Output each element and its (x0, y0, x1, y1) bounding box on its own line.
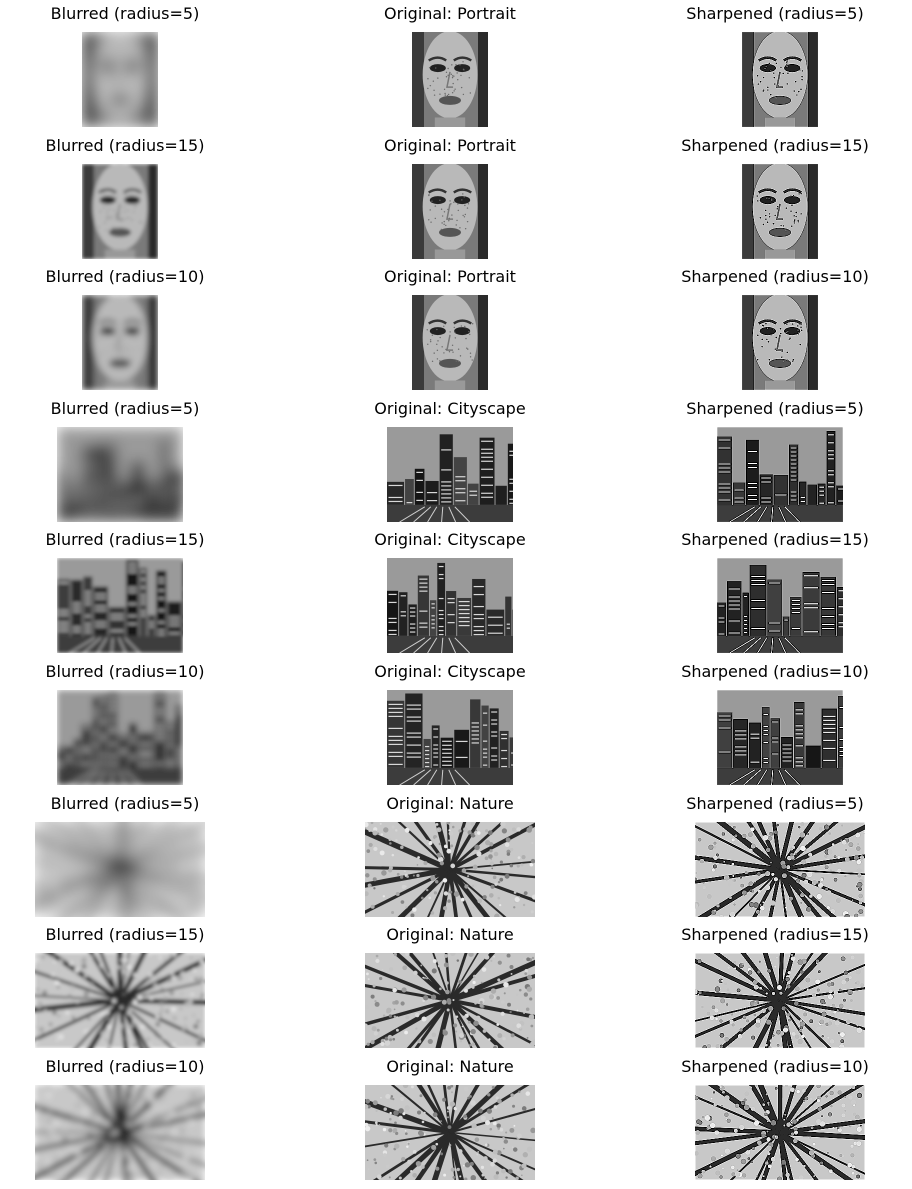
portrait-sharpened-image (742, 164, 818, 259)
panel-title: Sharpened (radius=5) (686, 4, 864, 23)
nature-blurred-image (35, 1085, 205, 1180)
image-panel: Original: Cityscape (325, 530, 575, 661)
image-panel: Sharpened (radius=10) (650, 267, 900, 398)
image-panel: Sharpened (radius=5) (650, 4, 900, 135)
nature-original-image (365, 822, 535, 917)
cityscape-original-image (387, 558, 513, 653)
cityscape-original-image (387, 427, 513, 522)
panel-title: Sharpened (radius=15) (681, 925, 869, 944)
image-panel: Original: Cityscape (325, 662, 575, 793)
cityscape-blurred-image (57, 558, 183, 653)
image-panel: Blurred (radius=15) (0, 925, 250, 1056)
image-panel: Blurred (radius=10) (0, 267, 250, 398)
panel-title: Sharpened (radius=5) (686, 794, 864, 813)
image-panel: Original: Cityscape (325, 399, 575, 530)
cityscape-blurred-image (57, 427, 183, 522)
cityscape-sharpened-image (717, 558, 843, 653)
portrait-original-image (412, 295, 488, 390)
image-panel: Original: Portrait (325, 4, 575, 135)
portrait-blurred-image (82, 32, 158, 127)
image-panel: Blurred (radius=15) (0, 530, 250, 661)
image-panel: Sharpened (radius=15) (650, 925, 900, 1056)
panel-title: Original: Nature (386, 794, 514, 813)
image-panel: Original: Nature (325, 1057, 575, 1188)
panel-title: Blurred (radius=5) (50, 4, 200, 23)
nature-sharpened-image (695, 822, 865, 917)
panel-title: Original: Cityscape (374, 530, 526, 549)
panel-title: Sharpened (radius=10) (681, 662, 869, 681)
image-panel: Original: Nature (325, 794, 575, 925)
nature-blurred-image (35, 822, 205, 917)
nature-original-image (365, 953, 535, 1048)
panel-title: Blurred (radius=15) (45, 136, 205, 155)
panel-title: Blurred (radius=10) (45, 1057, 205, 1076)
image-panel: Blurred (radius=5) (0, 4, 250, 135)
portrait-sharpened-image (742, 32, 818, 127)
panel-title: Sharpened (radius=10) (681, 267, 869, 286)
nature-sharpened-image (695, 1085, 865, 1180)
panel-title: Sharpened (radius=5) (686, 399, 864, 418)
panel-title: Original: Nature (386, 1057, 514, 1076)
panel-title: Blurred (radius=15) (45, 530, 205, 549)
panel-title: Sharpened (radius=15) (681, 136, 869, 155)
cityscape-sharpened-image (717, 427, 843, 522)
panel-title: Blurred (radius=10) (45, 662, 205, 681)
portrait-original-image (412, 32, 488, 127)
image-panel: Sharpened (radius=10) (650, 662, 900, 793)
panel-title: Sharpened (radius=10) (681, 1057, 869, 1076)
image-panel: Blurred (radius=5) (0, 399, 250, 530)
nature-original-image (365, 1085, 535, 1180)
portrait-sharpened-image (742, 295, 818, 390)
image-panel: Sharpened (radius=15) (650, 136, 900, 267)
image-panel: Blurred (radius=10) (0, 662, 250, 793)
image-panel: Blurred (radius=10) (0, 1057, 250, 1188)
image-panel: Sharpened (radius=15) (650, 530, 900, 661)
image-panel: Original: Portrait (325, 136, 575, 267)
panel-title: Sharpened (radius=15) (681, 530, 869, 549)
panel-title: Original: Cityscape (374, 399, 526, 418)
cityscape-original-image (387, 690, 513, 785)
panel-title: Original: Cityscape (374, 662, 526, 681)
portrait-blurred-image (82, 295, 158, 390)
cityscape-sharpened-image (717, 690, 843, 785)
panel-title: Blurred (radius=5) (50, 399, 200, 418)
image-panel: Sharpened (radius=5) (650, 399, 900, 530)
image-panel: Blurred (radius=5) (0, 794, 250, 925)
portrait-blurred-image (82, 164, 158, 259)
image-panel: Original: Portrait (325, 267, 575, 398)
nature-blurred-image (35, 953, 205, 1048)
panel-title: Original: Portrait (384, 4, 516, 23)
panel-title: Blurred (radius=5) (50, 794, 200, 813)
image-panel: Blurred (radius=15) (0, 136, 250, 267)
image-panel: Original: Nature (325, 925, 575, 1056)
panel-title: Blurred (radius=10) (45, 267, 205, 286)
portrait-original-image (412, 164, 488, 259)
panel-title: Original: Nature (386, 925, 514, 944)
panel-title: Original: Portrait (384, 136, 516, 155)
nature-sharpened-image (695, 953, 865, 1048)
image-panel: Sharpened (radius=5) (650, 794, 900, 925)
image-panel: Sharpened (radius=10) (650, 1057, 900, 1188)
panel-title: Original: Portrait (384, 267, 516, 286)
panel-title: Blurred (radius=15) (45, 925, 205, 944)
cityscape-blurred-image (57, 690, 183, 785)
